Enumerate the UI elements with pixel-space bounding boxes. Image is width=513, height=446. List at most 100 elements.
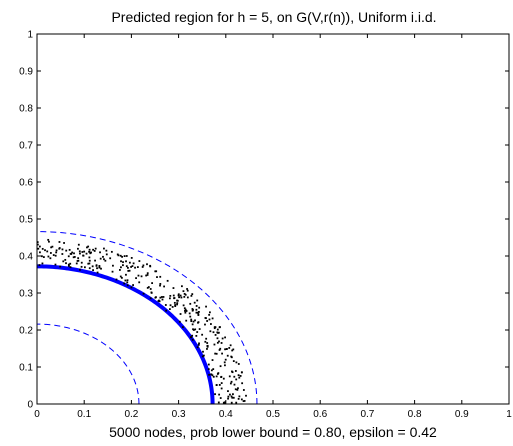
scatter-point bbox=[164, 304, 167, 306]
scatter-point bbox=[229, 393, 231, 396]
scatter-point bbox=[67, 255, 70, 258]
scatter-point bbox=[196, 331, 199, 333]
scatter-point bbox=[151, 282, 154, 284]
scatter-point bbox=[89, 252, 92, 255]
scatter-point bbox=[235, 361, 238, 364]
scatter-point bbox=[120, 276, 123, 279]
scatter-point bbox=[103, 247, 105, 250]
scatter-point bbox=[142, 264, 145, 267]
scatter-point bbox=[217, 331, 219, 334]
scatter-point bbox=[44, 249, 46, 252]
y-tick-label: 0.5 bbox=[19, 215, 33, 226]
scatter-point bbox=[94, 247, 97, 250]
scatter-point bbox=[88, 250, 90, 253]
scatter-point bbox=[142, 292, 145, 295]
scatter-point bbox=[88, 259, 91, 262]
scatter-point bbox=[125, 255, 128, 257]
scatter-point bbox=[183, 292, 186, 295]
scatter-point bbox=[204, 323, 206, 326]
scatter-point bbox=[237, 374, 240, 377]
y-tick-label: 0 bbox=[27, 400, 33, 411]
scatter-point bbox=[186, 288, 188, 290]
scatter-point bbox=[243, 400, 246, 402]
scatter-point bbox=[126, 284, 129, 287]
scatter-point bbox=[92, 269, 94, 272]
scatter-point bbox=[169, 294, 172, 297]
scatter-point bbox=[237, 397, 240, 400]
chart-title: Predicted region for h = 5, on G(V,r(n))… bbox=[111, 9, 436, 25]
scatter-point bbox=[127, 269, 130, 272]
scatter-point bbox=[115, 278, 118, 281]
scatter-point bbox=[99, 251, 101, 254]
scatter-point bbox=[41, 247, 44, 250]
scatter-point bbox=[195, 311, 198, 314]
scatter-point bbox=[146, 286, 149, 289]
scatter-point bbox=[95, 264, 98, 267]
scatter-point bbox=[131, 265, 134, 267]
x-tick-label: 0.9 bbox=[455, 409, 469, 420]
scatter-point bbox=[219, 397, 222, 399]
scatter-point bbox=[213, 326, 216, 329]
scatter-point bbox=[186, 296, 189, 299]
scatter-point bbox=[159, 275, 162, 278]
x-tick-label: 0.3 bbox=[172, 409, 186, 420]
scatter-point bbox=[178, 320, 181, 323]
scatter-point bbox=[221, 337, 224, 340]
scatter-point bbox=[205, 305, 207, 308]
scatter-point bbox=[189, 302, 192, 305]
scatter-point bbox=[171, 306, 174, 308]
scatter-point bbox=[214, 393, 216, 396]
scatter-point bbox=[179, 294, 182, 297]
scatter-point bbox=[59, 265, 62, 268]
scatter-point bbox=[123, 282, 126, 285]
scatter-point bbox=[230, 356, 233, 359]
scatter-point bbox=[224, 358, 227, 361]
scatter-point bbox=[119, 275, 122, 278]
scatter-point bbox=[234, 370, 237, 372]
scatter-point bbox=[209, 330, 212, 333]
scatter-point bbox=[132, 262, 135, 265]
scatter-point bbox=[204, 317, 207, 319]
scatter-point bbox=[169, 297, 171, 300]
scatter-point bbox=[206, 345, 209, 347]
scatter-point bbox=[227, 397, 229, 400]
scatter-point bbox=[88, 256, 91, 259]
scatter-point bbox=[181, 285, 183, 288]
scatter-point bbox=[125, 260, 127, 263]
scatter-point bbox=[156, 276, 158, 278]
scatter-point bbox=[127, 266, 129, 269]
scatter-point bbox=[231, 370, 233, 373]
scatter-point bbox=[226, 354, 229, 357]
scatter-point bbox=[174, 304, 177, 306]
scatter-point bbox=[185, 310, 188, 312]
y-tick-label: 0.3 bbox=[19, 289, 33, 300]
x-tick-label: 0 bbox=[34, 409, 40, 420]
scatter-point bbox=[80, 265, 83, 268]
scatter-point bbox=[54, 263, 57, 266]
scatter-point bbox=[178, 296, 180, 299]
scatter-point bbox=[69, 266, 72, 269]
scatter-point bbox=[160, 296, 163, 298]
x-axis-label: 5000 nodes, prob lower bound = 0.80, eps… bbox=[109, 424, 437, 440]
scatter-point bbox=[212, 375, 215, 378]
scatter-point bbox=[77, 257, 80, 260]
scatter-point bbox=[58, 241, 61, 243]
scatter-point bbox=[196, 311, 199, 314]
scatter-point bbox=[211, 359, 214, 361]
scatter-point bbox=[198, 306, 201, 309]
scatter-point bbox=[196, 346, 199, 349]
scatter-point bbox=[218, 349, 221, 351]
scatter-point bbox=[49, 257, 52, 260]
scatter-point bbox=[37, 241, 39, 243]
scatter-point bbox=[159, 296, 162, 299]
scatter-point bbox=[96, 267, 98, 270]
scatter-point bbox=[77, 243, 80, 246]
solid-arc-0 bbox=[37, 264, 215, 404]
scatter-point bbox=[209, 311, 211, 314]
scatter-point bbox=[217, 401, 220, 404]
scatter-point bbox=[218, 384, 221, 386]
x-tick-label: 0.2 bbox=[124, 409, 138, 420]
scatter-point bbox=[218, 340, 220, 343]
scatter-point bbox=[82, 254, 84, 257]
scatter-point bbox=[191, 338, 194, 341]
